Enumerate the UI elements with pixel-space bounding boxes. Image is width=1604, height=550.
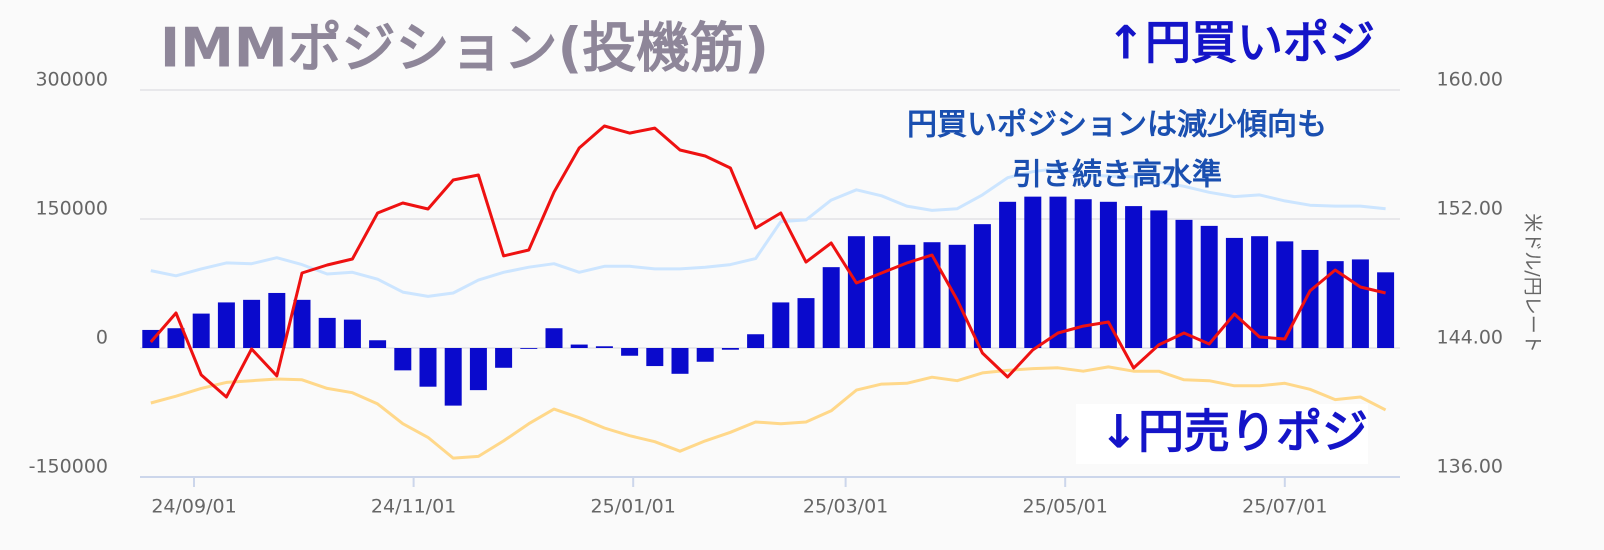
bar — [671, 348, 689, 374]
bar — [1024, 196, 1042, 348]
bar — [595, 346, 613, 348]
bar — [469, 348, 487, 391]
bar — [217, 302, 235, 348]
bar — [1276, 241, 1294, 348]
bar — [696, 348, 714, 362]
annotation: ↓円売りポジ — [1099, 405, 1368, 459]
x-tick-label: 25/07/01 — [1242, 496, 1327, 518]
bar — [495, 348, 513, 368]
bar — [1326, 261, 1344, 348]
line — [150, 365, 1387, 460]
bar — [243, 299, 261, 348]
bar — [948, 244, 966, 348]
x-tick-label: 25/03/01 — [803, 496, 888, 518]
bar — [797, 298, 815, 348]
x-tick-label: 25/01/01 — [591, 496, 676, 518]
annotation: 円買いポジションは減少傾向も — [907, 108, 1327, 143]
bar — [394, 348, 412, 371]
bar — [343, 319, 361, 348]
x-tick-label: 24/09/01 — [151, 496, 236, 518]
bar — [721, 348, 739, 350]
y-tick-label: 300000 — [35, 69, 108, 91]
bar — [1099, 201, 1117, 348]
bar — [1200, 225, 1218, 348]
y2-axis-label: 米ドル/円レート — [1522, 213, 1544, 352]
bar — [898, 244, 916, 348]
bar — [545, 328, 563, 348]
bar — [1251, 236, 1269, 348]
bar — [1225, 237, 1243, 348]
bar — [268, 292, 286, 348]
bar — [570, 344, 588, 348]
bar — [621, 348, 639, 356]
label-box — [1076, 404, 1368, 464]
plot-area: -150000 0 150000 300000 136.00 144.00 152.00 16… — [29, 69, 1503, 518]
x-tick-label: 25/05/01 — [1023, 496, 1108, 518]
chart-title: IMMポジション(投機筋) — [160, 17, 769, 80]
bar — [747, 334, 765, 348]
y-tick-label: 0 — [96, 327, 108, 349]
bar — [923, 242, 941, 348]
bar — [142, 329, 160, 348]
bar — [444, 348, 462, 406]
line — [150, 166, 1386, 298]
x-tick-label: 24/11/01 — [371, 496, 456, 518]
bar — [822, 267, 840, 348]
bar — [293, 299, 311, 348]
bar — [369, 340, 387, 348]
y2-tick-label: 144.00 — [1437, 327, 1503, 349]
bar — [520, 348, 538, 349]
bar — [1175, 219, 1193, 348]
annotation: ↑円買いポジ — [1106, 16, 1375, 70]
bar — [847, 236, 865, 348]
bar — [1301, 249, 1319, 348]
bar — [1150, 210, 1168, 348]
bar — [873, 236, 891, 348]
bar — [973, 224, 991, 348]
bar — [1125, 206, 1143, 348]
bar — [1049, 196, 1067, 348]
bar — [167, 328, 185, 348]
bar — [419, 348, 437, 387]
y-tick-label: 150000 — [35, 198, 108, 220]
bar — [192, 313, 210, 348]
y2-tick-label: 160.00 — [1437, 69, 1503, 91]
bar — [772, 302, 790, 348]
bar — [1074, 199, 1092, 348]
line — [149, 124, 1386, 399]
bar — [1351, 259, 1369, 348]
y-tick-label: -150000 — [29, 456, 108, 478]
bar — [1377, 272, 1395, 348]
bar — [646, 348, 664, 367]
bar — [999, 201, 1017, 348]
y2-tick-label: 136.00 — [1437, 456, 1503, 478]
y2-tick-label: 152.00 — [1437, 198, 1503, 220]
bar — [318, 317, 336, 348]
annotation: 引き続き高水準 — [1012, 158, 1222, 193]
